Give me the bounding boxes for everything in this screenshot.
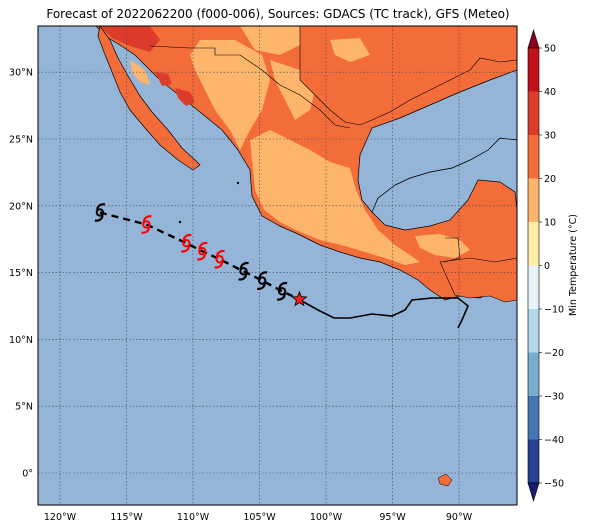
colorbar-bin — [528, 48, 539, 92]
colorbar-bin — [528, 178, 539, 222]
colorbar-tick-label: −40 — [544, 435, 564, 446]
lat-tick-label: 20°N — [9, 201, 33, 212]
gulf-of-mexico — [357, 69, 518, 213]
lon-tick-label: 115°W — [110, 512, 143, 523]
colorbar-bin — [528, 265, 539, 309]
lat-tick-label: 10°N — [9, 335, 33, 346]
lon-tick-label: 100°W — [310, 512, 343, 523]
colorbar-tick-label: −20 — [544, 348, 564, 359]
tropical-cyclone-icon — [196, 241, 208, 261]
tropical-cyclone-icon — [214, 249, 225, 269]
colorbar-tick-label: 40 — [544, 87, 556, 98]
lat-tick-label: 5°N — [15, 402, 33, 413]
colorbar-tick-label: −30 — [544, 392, 564, 403]
colorbar: 50 40 30 20 10 0 −10 −20 −30 −40 −50 — [527, 28, 564, 503]
colorbar-bin — [528, 352, 539, 396]
lat-tick-label: 25°N — [9, 135, 33, 146]
colorbar-bin — [528, 135, 539, 179]
forecast-track-line — [99, 211, 300, 301]
colorbar-bin — [528, 439, 539, 483]
colorbar-bin — [528, 222, 539, 266]
colorbar-bin — [528, 309, 539, 353]
lat-tick-label: 15°N — [9, 268, 33, 279]
tropical-cyclone-icon — [276, 281, 288, 301]
tropical-cyclone-icon — [181, 233, 192, 253]
lon-tick-label: 105°W — [243, 512, 276, 523]
island-dot — [178, 220, 182, 224]
colorbar-label: Min Temperature (°C) — [568, 214, 579, 316]
observed-track-line — [299, 297, 469, 329]
lon-tick-label: 110°W — [177, 512, 210, 523]
land-usa-warm — [330, 38, 370, 62]
colorbar-tick-label: 30 — [544, 131, 556, 142]
map-title: Forecast of 2022062200 (f000-006), Sourc… — [46, 7, 510, 21]
tropical-cyclone-icon — [94, 203, 106, 222]
galapagos-islands — [437, 473, 453, 487]
colorbar-bin — [528, 91, 539, 135]
tropical-cyclone-icon — [256, 271, 268, 290]
colorbar-extend-min — [527, 482, 540, 503]
map-frame — [37, 25, 518, 506]
lon-tick-label: 90°W — [446, 512, 473, 523]
forecast-track — [94, 203, 308, 307]
lon-tick-label: 95°W — [379, 512, 406, 523]
tropical-cyclone-icon — [238, 261, 249, 281]
lat-tick-label: 30°N — [9, 68, 33, 79]
colorbar-tick-label: −50 — [544, 479, 564, 490]
lon-tick-label: 120°W — [44, 512, 77, 523]
colorbar-extend-max — [527, 28, 540, 49]
lat-tick-label: 0° — [22, 469, 33, 480]
current-position-star-icon — [291, 290, 308, 307]
island-dot — [236, 181, 240, 185]
colorbar-tick-label: −10 — [544, 305, 564, 316]
colorbar-tick-label: 50 — [544, 44, 556, 55]
colorbar-bin — [528, 396, 539, 440]
colorbar-tick-label: 10 — [544, 218, 556, 229]
colorbar-tick-label: 20 — [544, 174, 556, 185]
tropical-cyclone-icon — [141, 215, 152, 234]
gridlines — [38, 26, 517, 505]
colorbar-tick-label: 0 — [544, 261, 550, 272]
axis-ticks: 120°W 115°W 110°W 105°W 100°W 95°W 90°W 30°N 25°… — [9, 68, 473, 523]
